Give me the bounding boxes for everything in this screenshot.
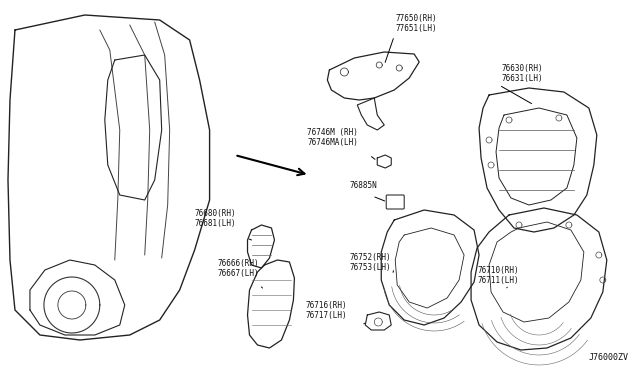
Text: 76710(RH)
76711(LH): 76710(RH) 76711(LH): [477, 266, 518, 285]
Text: 76680(RH)
76681(LH): 76680(RH) 76681(LH): [195, 209, 236, 228]
Text: 77650(RH)
77651(LH): 77650(RH) 77651(LH): [396, 14, 437, 33]
Text: 76752(RH)
76753(LH): 76752(RH) 76753(LH): [349, 253, 391, 272]
Text: 76746M (RH)
76746MA(LH): 76746M (RH) 76746MA(LH): [307, 128, 358, 147]
Text: J76000ZV: J76000ZV: [589, 353, 629, 362]
Text: 76716(RH)
76717(LH): 76716(RH) 76717(LH): [305, 301, 347, 320]
Text: 76885N: 76885N: [349, 181, 377, 190]
Text: 76630(RH)
76631(LH): 76630(RH) 76631(LH): [501, 64, 543, 83]
Text: 76666(RH)
76667(LH): 76666(RH) 76667(LH): [218, 259, 259, 278]
